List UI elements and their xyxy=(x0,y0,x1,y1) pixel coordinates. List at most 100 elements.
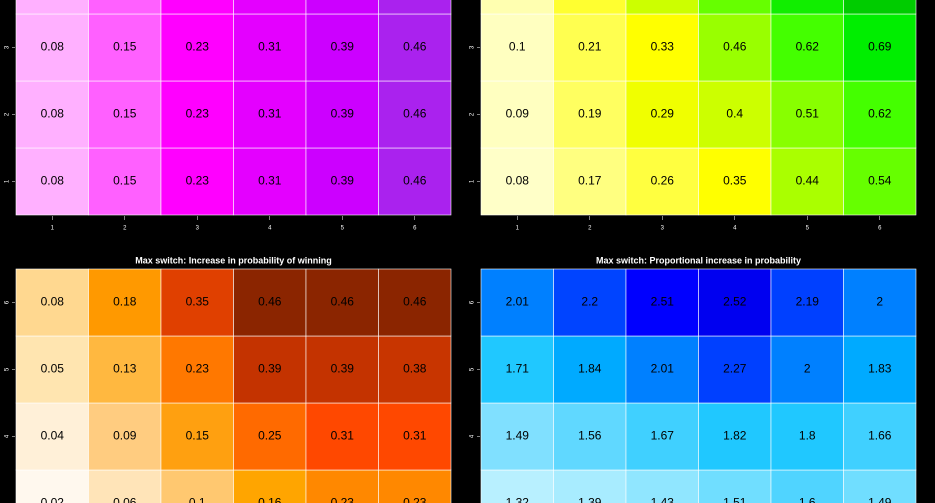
cell-label: 1.71 xyxy=(506,362,530,376)
heat-cell xyxy=(770,469,844,503)
heat-cell xyxy=(233,0,307,15)
heat-cell xyxy=(553,402,627,471)
heat-cell xyxy=(553,80,627,149)
heat-cell xyxy=(88,335,162,404)
heat-cell xyxy=(698,147,772,216)
heat-cell xyxy=(305,147,379,216)
cell-label: 0.23 xyxy=(403,496,427,503)
heat-cell xyxy=(553,0,627,15)
cell-label: 0.19 xyxy=(578,107,602,121)
cell-label: 0.39 xyxy=(331,362,355,376)
cell-label: 0.23 xyxy=(186,174,210,188)
cell-label: 0.02 xyxy=(41,496,65,503)
cell-label: 0.39 xyxy=(331,107,355,121)
cell-label: 0.31 xyxy=(258,40,282,54)
cell-label: 0.46 xyxy=(723,40,747,54)
y-tick-label: 2 xyxy=(470,112,476,116)
cell-label: 1.32 xyxy=(506,496,530,503)
cell-label: 0.51 xyxy=(796,107,820,121)
cell-label: 1.8 xyxy=(799,429,816,443)
x-tick-label: 3 xyxy=(661,226,665,232)
heat-cell xyxy=(770,0,844,15)
x-tick-label: 4 xyxy=(733,226,737,232)
heat-cell xyxy=(88,0,162,15)
heat-cell xyxy=(378,469,452,503)
cell-label: 2.52 xyxy=(723,295,747,309)
heat-cell xyxy=(698,469,772,503)
heat-cell xyxy=(625,268,699,337)
cell-label: 0.04 xyxy=(41,429,65,443)
heat-cell xyxy=(698,13,772,82)
y-tick-label: 4 xyxy=(5,434,11,438)
heat-cell xyxy=(378,402,452,471)
cell-label: 0.15 xyxy=(186,429,210,443)
heat-cell xyxy=(625,13,699,82)
heat-cell xyxy=(378,0,452,15)
x-tick-label: 2 xyxy=(588,226,592,232)
heat-cell xyxy=(378,13,452,82)
x-tick-label: 6 xyxy=(878,226,882,232)
cell-label: 0.1 xyxy=(189,496,206,503)
cell-label: 1.67 xyxy=(651,429,675,443)
heat-cell xyxy=(160,402,234,471)
heat-cell xyxy=(843,402,917,471)
cell-label: 0.23 xyxy=(186,362,210,376)
heat-cell xyxy=(233,13,307,82)
y-tick-label: 6 xyxy=(5,300,11,304)
cell-label: 0.08 xyxy=(41,107,65,121)
cell-label: 2.19 xyxy=(796,295,820,309)
y-tick-label: 2 xyxy=(5,112,11,116)
cell-label: 0.09 xyxy=(506,107,530,121)
y-tick-label: 1 xyxy=(5,179,11,183)
heat-cell xyxy=(770,402,844,471)
x-tick-label: 1 xyxy=(516,226,520,232)
y-tick-label: 3 xyxy=(470,45,476,49)
heat-cell xyxy=(160,80,234,149)
cell-label: 0.08 xyxy=(41,40,65,54)
heat-cell xyxy=(233,80,307,149)
cell-label: 0.4 xyxy=(726,107,743,121)
cell-label: 1.56 xyxy=(578,429,602,443)
cell-label: 0.46 xyxy=(403,295,427,309)
cell-label: 0.15 xyxy=(113,107,137,121)
cell-label: 0.31 xyxy=(258,107,282,121)
cell-label: 1.66 xyxy=(868,429,892,443)
cell-label: 2 xyxy=(876,295,883,309)
x-tick-label: 3 xyxy=(196,226,200,232)
cell-label: 0.09 xyxy=(113,429,137,443)
heat-cell xyxy=(480,0,554,15)
heat-cell xyxy=(698,80,772,149)
panel-title: Max switch: Proportional increase in pro… xyxy=(596,255,801,265)
cell-label: 0.39 xyxy=(331,174,355,188)
heat-cell xyxy=(843,0,917,15)
cell-label: 2.01 xyxy=(651,362,675,376)
heat-cell xyxy=(233,402,307,471)
y-tick-label: 5 xyxy=(5,367,11,371)
x-tick-label: 4 xyxy=(268,226,272,232)
cell-label: 2 xyxy=(804,362,811,376)
heat-cell xyxy=(770,268,844,337)
cell-label: 0.31 xyxy=(403,429,427,443)
heat-cell xyxy=(843,13,917,82)
heat-cell xyxy=(378,335,452,404)
heat-cell xyxy=(480,13,554,82)
heat-cell xyxy=(625,147,699,216)
heat-cell xyxy=(770,13,844,82)
cell-label: 2.2 xyxy=(581,295,598,309)
cell-label: 0.54 xyxy=(868,174,892,188)
heat-cell xyxy=(233,335,307,404)
cell-label: 1.49 xyxy=(868,496,892,503)
y-tick-label: 4 xyxy=(470,434,476,438)
heat-cell xyxy=(233,147,307,216)
cell-label: 0.23 xyxy=(186,107,210,121)
cell-label: 1.6 xyxy=(799,496,816,503)
cell-label: 0.23 xyxy=(331,496,355,503)
cell-label: 0.38 xyxy=(403,362,427,376)
cell-label: 0.29 xyxy=(651,107,675,121)
cell-label: 2.27 xyxy=(723,362,747,376)
cell-label: 0.35 xyxy=(186,295,210,309)
heat-cell xyxy=(378,80,452,149)
y-tick-label: 1 xyxy=(470,179,476,183)
